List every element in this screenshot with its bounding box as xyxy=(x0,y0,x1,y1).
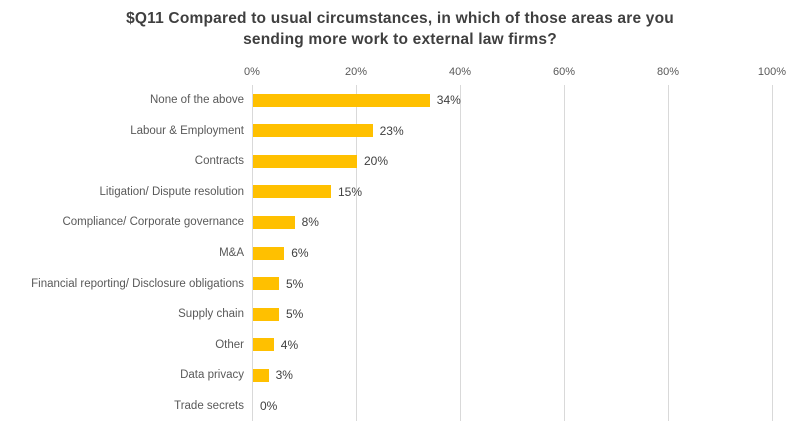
gridline xyxy=(563,85,565,421)
value-label: 0% xyxy=(260,398,278,413)
bar xyxy=(253,93,430,107)
category-label: Financial reporting/ Disclosure obligati… xyxy=(31,277,244,290)
chart-title-line2: sending more work to external law firms? xyxy=(243,31,557,48)
gridline xyxy=(251,85,253,421)
value-label: 3% xyxy=(275,368,293,383)
value-label: 23% xyxy=(379,123,404,138)
chart-title-line1: $Q11 Compared to usual circumstances, in… xyxy=(126,10,674,27)
category-label: Trade secrets xyxy=(174,399,244,412)
value-label: 5% xyxy=(286,276,304,291)
category-label: Litigation/ Dispute resolution xyxy=(99,185,244,198)
value-label: 20% xyxy=(364,154,389,169)
bar xyxy=(253,154,357,168)
category-label: Contracts xyxy=(194,155,244,168)
chart-title: $Q11 Compared to usual circumstances, in… xyxy=(0,8,800,50)
value-label: 6% xyxy=(291,246,309,260)
x-tick-label: 100% xyxy=(757,66,787,78)
value-label: 15% xyxy=(338,184,363,199)
category-label: Other xyxy=(215,338,244,351)
gridline xyxy=(459,85,461,421)
gridline xyxy=(355,85,357,421)
bar xyxy=(253,338,274,352)
x-tick-label: 80% xyxy=(656,66,680,78)
value-label: 4% xyxy=(280,337,299,352)
bar xyxy=(253,368,269,382)
x-tick-label: 40% xyxy=(448,66,472,78)
gridline xyxy=(771,85,773,421)
bar xyxy=(253,215,295,229)
gridline xyxy=(667,85,669,421)
category-label: Data privacy xyxy=(180,369,244,382)
bar xyxy=(253,277,279,291)
x-tick-label: 60% xyxy=(552,66,576,78)
category-label: Labour & Employment xyxy=(130,124,244,137)
value-label: 8% xyxy=(301,215,319,230)
value-label: 5% xyxy=(286,307,304,322)
bar xyxy=(253,307,279,321)
x-tick-label: 0% xyxy=(244,66,260,78)
category-label: Supply chain xyxy=(178,308,244,321)
bar xyxy=(253,185,331,199)
category-label: M&A xyxy=(219,247,244,259)
x-tick-label: 20% xyxy=(344,66,368,78)
bar xyxy=(253,246,285,260)
value-label: 34% xyxy=(436,93,461,108)
bar xyxy=(253,124,373,138)
category-label: None of the above xyxy=(150,94,244,107)
category-label: Compliance/ Corporate governance xyxy=(62,216,244,229)
